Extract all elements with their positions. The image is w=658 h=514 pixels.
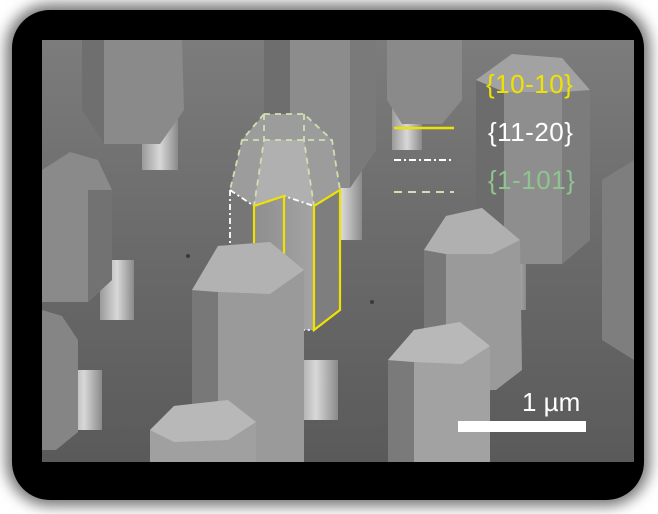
sem-micrograph: {10-10} {11-20} {1-101} 1 µm — [42, 40, 634, 462]
pillar-left-middle — [42, 152, 134, 320]
surface-pit — [186, 254, 190, 258]
pillar-back-right — [387, 40, 462, 150]
sem-scene — [42, 40, 634, 462]
legend-label-11-20: {11-20} — [488, 117, 574, 147]
image-frame: {10-10} {11-20} {1-101} 1 µm — [12, 10, 644, 500]
pillar-back-left — [82, 40, 184, 170]
legend-label-10-10: {10-10} — [486, 69, 574, 99]
pillar-far-right-edge — [602, 160, 634, 360]
facet-1-101-overlay — [229, 113, 341, 207]
surface-pit — [370, 300, 374, 304]
pillar-foreground-bottom-left — [150, 400, 256, 462]
scale-bar-label: 1 µm — [522, 387, 581, 417]
scale-bar — [458, 421, 586, 432]
legend-label-1-101: {1-101} — [488, 165, 576, 195]
pillar-left-bottom — [42, 310, 102, 450]
pillar-foreground-lower-right — [388, 322, 490, 462]
